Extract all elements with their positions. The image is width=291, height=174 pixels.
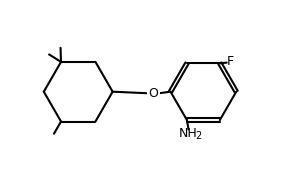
- Text: NH: NH: [179, 127, 198, 140]
- Text: O: O: [148, 87, 158, 100]
- Text: 2: 2: [195, 131, 201, 141]
- Text: F: F: [227, 55, 234, 68]
